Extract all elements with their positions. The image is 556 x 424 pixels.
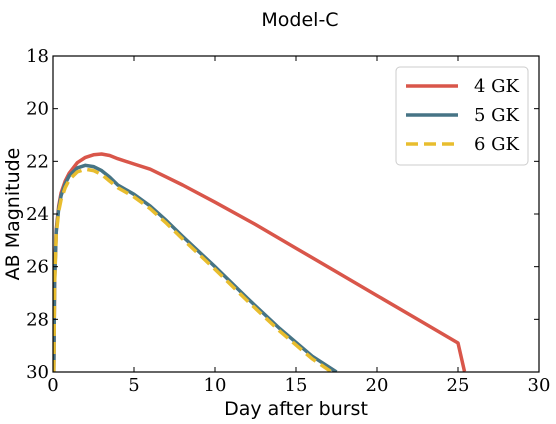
y-tick-label: 26 <box>26 257 49 278</box>
plot-frame <box>52 55 540 373</box>
axis-ticks: 0 5 10 15 20 25 30 18 20 22 24 26 28 30 <box>26 46 550 396</box>
x-tick-label: 25 <box>447 375 470 396</box>
x-tick-label: 0 <box>47 375 58 396</box>
x-tick-label: 15 <box>285 375 308 396</box>
legend: 4 GK 5 GK 6 GK <box>395 66 529 166</box>
chart-title: Model-C <box>261 9 338 31</box>
y-tick-label: 24 <box>26 204 49 225</box>
plot-area <box>53 152 467 372</box>
legend-box <box>395 66 529 166</box>
y-axis-label: AB Magnitude <box>2 148 24 281</box>
legend-label: 4 GK <box>474 76 520 97</box>
y-tick-label: 18 <box>26 46 49 67</box>
x-axis-label: Day after burst <box>224 398 368 420</box>
legend-label: 5 GK <box>474 105 520 126</box>
x-tick-label: 30 <box>528 375 551 396</box>
series-line-2 <box>53 163 338 372</box>
series-line-3 <box>53 167 333 372</box>
x-tick-label: 20 <box>366 375 389 396</box>
y-tick-label: 28 <box>26 309 49 330</box>
legend-label: 6 GK <box>474 134 520 155</box>
y-tick-label: 20 <box>26 99 49 120</box>
y-tick-label: 22 <box>26 151 49 172</box>
y-tick-label: 30 <box>26 362 49 383</box>
series-line-1 <box>53 152 467 372</box>
x-tick-label: 5 <box>128 375 139 396</box>
x-tick-label: 10 <box>204 375 227 396</box>
